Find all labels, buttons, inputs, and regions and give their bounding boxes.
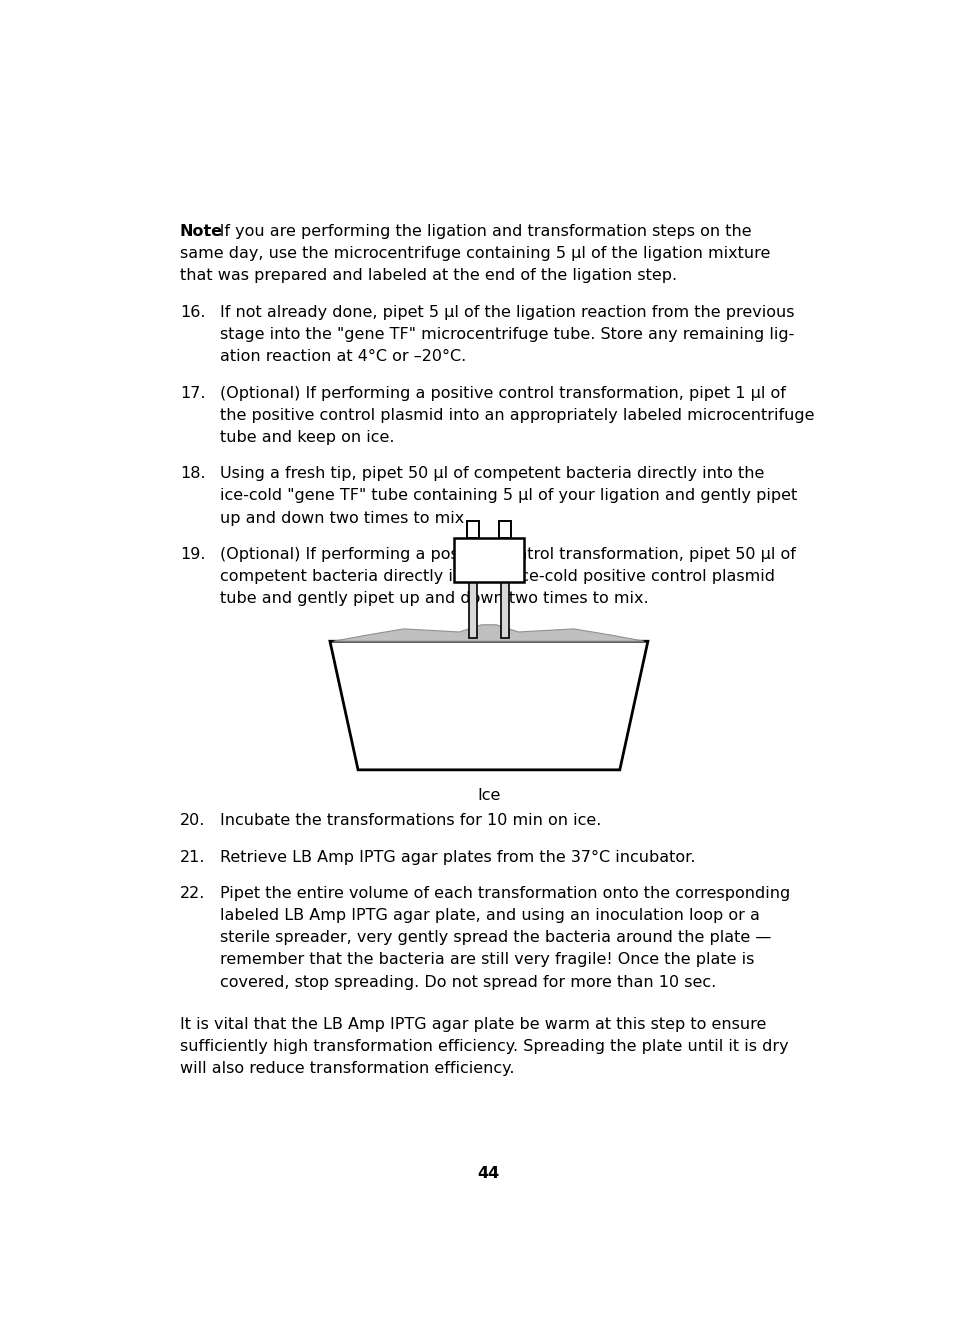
Text: ice-cold "gene TF" tube containing 5 µl of your ligation and gently pipet: ice-cold "gene TF" tube containing 5 µl … (219, 489, 796, 504)
Text: 44: 44 (477, 1166, 499, 1181)
Bar (500, 581, 509, 639)
Text: Retrieve LB Amp IPTG agar plates from the 37°C incubator.: Retrieve LB Amp IPTG agar plates from th… (219, 850, 695, 864)
Text: Note: Note (180, 224, 223, 239)
Text: Ice: Ice (476, 788, 500, 803)
Text: :  If you are performing the ligation and transformation steps on the: : If you are performing the ligation and… (204, 224, 751, 239)
Text: that was prepared and labeled at the end of the ligation step.: that was prepared and labeled at the end… (180, 269, 677, 283)
Text: up and down two times to mix.: up and down two times to mix. (219, 510, 469, 525)
Text: same day, use the microcentrifuge containing 5 µl of the ligation mixture: same day, use the microcentrifuge contai… (180, 246, 769, 262)
Text: 21.: 21. (180, 850, 205, 864)
Text: labeled LB Amp IPTG agar plate, and using an inoculation loop or a: labeled LB Amp IPTG agar plate, and usin… (219, 908, 759, 923)
Text: remember that the bacteria are still very fragile! Once the plate is: remember that the bacteria are still ver… (219, 953, 754, 967)
Text: Pipet the entire volume of each transformation onto the corresponding: Pipet the entire volume of each transfor… (219, 886, 789, 900)
Text: tube and gently pipet up and down two times to mix.: tube and gently pipet up and down two ti… (219, 592, 648, 607)
Bar (498, 521, 511, 538)
Polygon shape (330, 641, 647, 770)
Bar (454, 538, 523, 581)
Text: It is vital that the LB Amp IPTG agar plate be warm at this step to ensure: It is vital that the LB Amp IPTG agar pl… (180, 1017, 765, 1033)
Bar (466, 521, 478, 538)
Text: ation reaction at 4°C or –20°C.: ation reaction at 4°C or –20°C. (219, 349, 466, 365)
Text: 22.: 22. (180, 886, 205, 900)
Text: covered, stop spreading. Do not spread for more than 10 sec.: covered, stop spreading. Do not spread f… (219, 974, 716, 990)
Text: sufficiently high transformation efficiency. Spreading the plate until it is dry: sufficiently high transformation efficie… (180, 1039, 788, 1054)
Text: will also reduce transformation efficiency.: will also reduce transformation efficien… (180, 1062, 514, 1077)
Bar (468, 581, 476, 639)
Text: stage into the "gene TF" microcentrifuge tube. Store any remaining lig-: stage into the "gene TF" microcentrifuge… (219, 327, 793, 342)
Text: 19.: 19. (180, 548, 205, 562)
Text: If not already done, pipet 5 µl of the ligation reaction from the previous: If not already done, pipet 5 µl of the l… (219, 305, 794, 319)
Polygon shape (334, 625, 643, 641)
Text: 16.: 16. (180, 305, 205, 319)
Text: (Optional) If performing a positive control transformation, pipet 1 µl of: (Optional) If performing a positive cont… (219, 386, 785, 401)
Text: tube and keep on ice.: tube and keep on ice. (219, 430, 394, 445)
Text: (Optional) If performing a positive control transformation, pipet 50 µl of: (Optional) If performing a positive cont… (219, 548, 795, 562)
Text: 20.: 20. (180, 814, 205, 828)
Text: 18.: 18. (180, 466, 205, 481)
Text: competent bacteria directly into the ice-cold positive control plasmid: competent bacteria directly into the ice… (219, 569, 774, 584)
Text: sterile spreader, very gently spread the bacteria around the plate —: sterile spreader, very gently spread the… (219, 930, 770, 946)
Text: Using a fresh tip, pipet 50 µl of competent bacteria directly into the: Using a fresh tip, pipet 50 µl of compet… (219, 466, 763, 481)
Text: Incubate the transformations for 10 min on ice.: Incubate the transformations for 10 min … (219, 814, 600, 828)
Text: 17.: 17. (180, 386, 205, 401)
Text: the positive control plasmid into an appropriately labeled microcentrifuge: the positive control plasmid into an app… (219, 407, 814, 422)
